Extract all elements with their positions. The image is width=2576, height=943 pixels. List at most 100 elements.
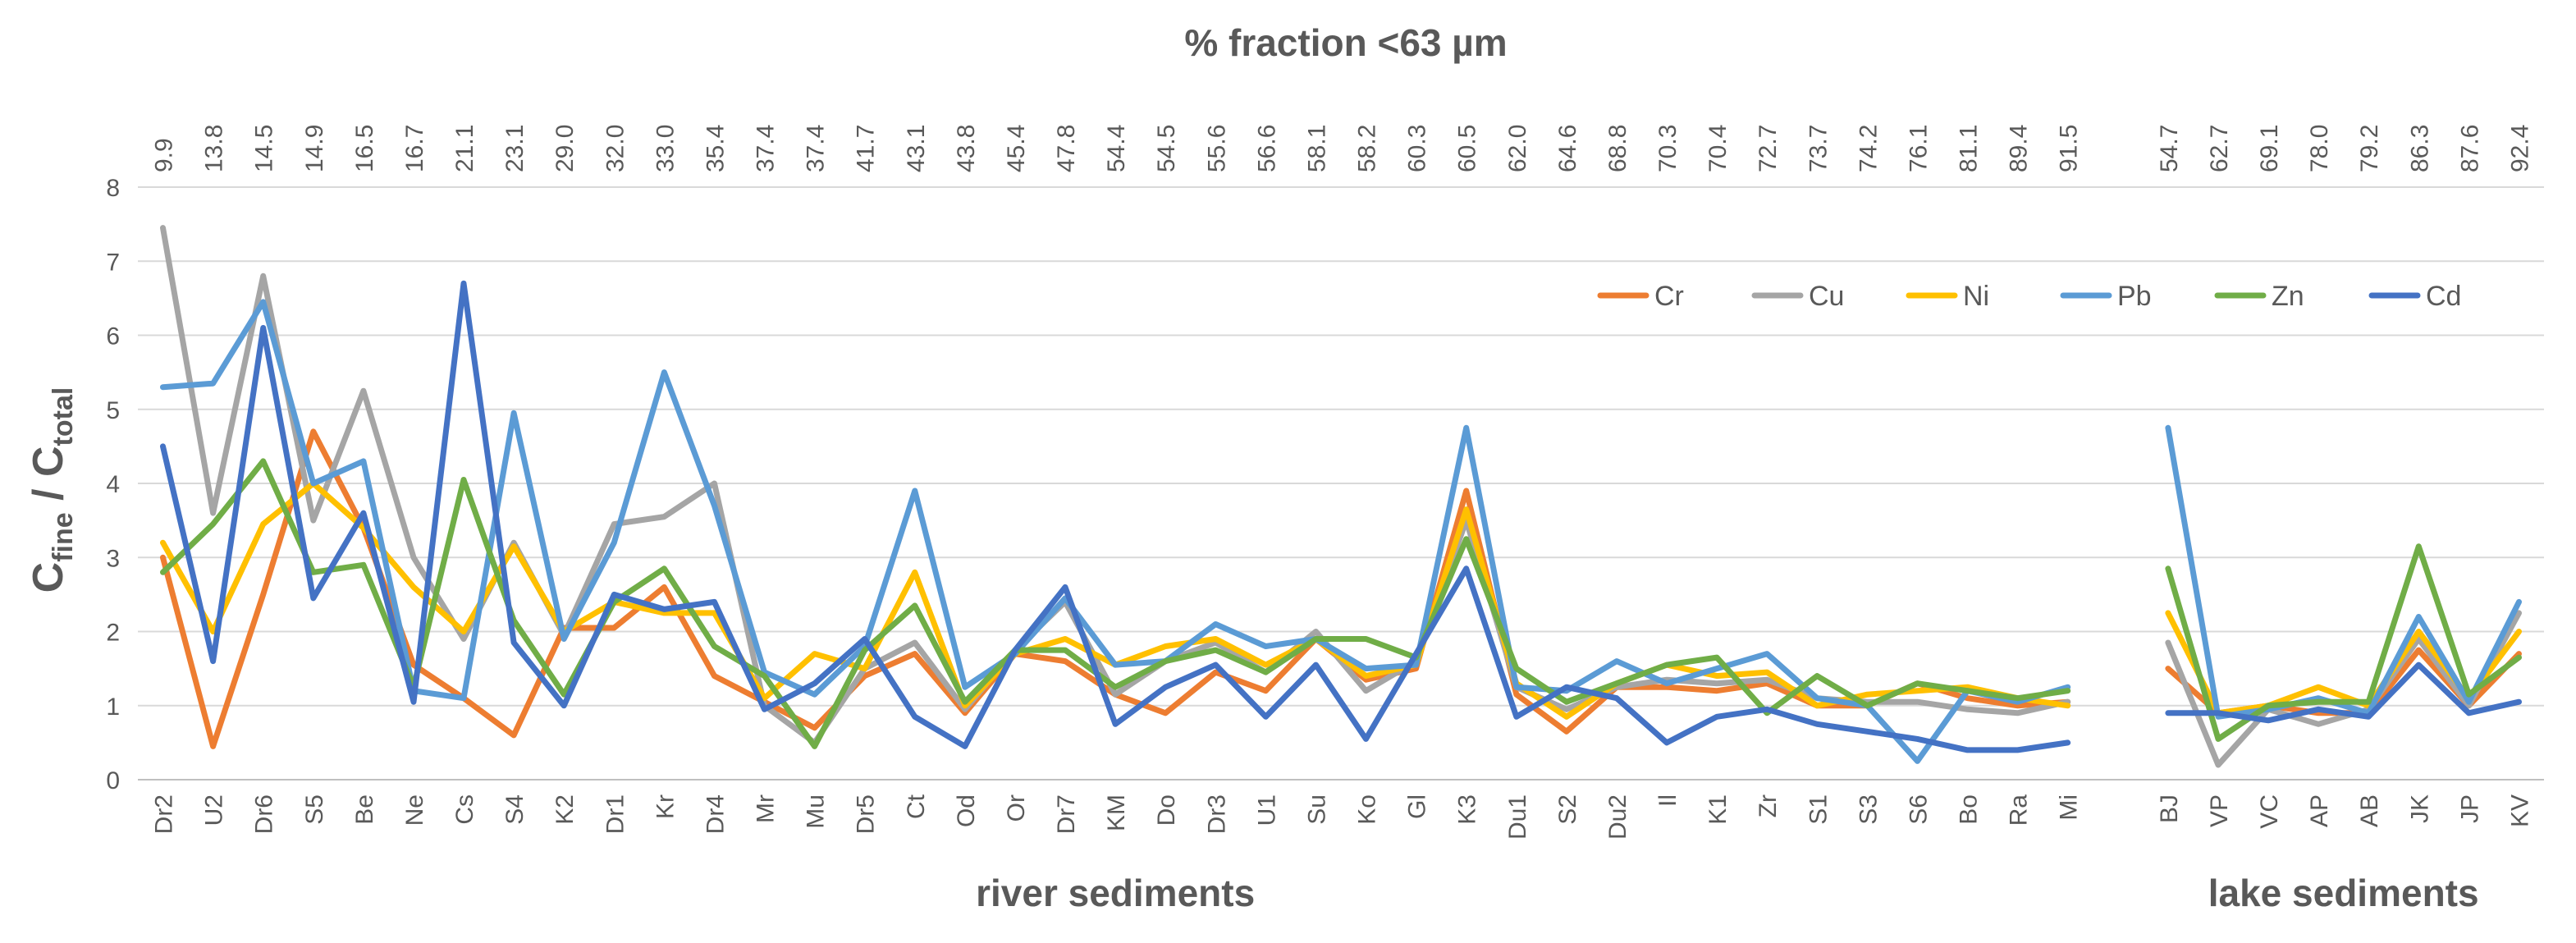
top-axis-ticks: 9.9 13.8 14.5 14.9 16.5 16.7 21.1 23.1 29.0 32.0 3… — [151, 125, 2534, 172]
legend-label-pb: Pb — [2117, 281, 2152, 312]
x-tick-label: S2 — [1554, 794, 1581, 825]
x-tick-label: Gl — [1404, 794, 1431, 819]
top-tick-label: 70.4 — [1704, 125, 1732, 172]
x-tick-label: Mr — [753, 794, 780, 823]
top-tick-label: 62.0 — [1504, 125, 1531, 172]
top-tick-label: 58.2 — [1354, 125, 1381, 172]
x-tick-label: Dr6 — [251, 794, 278, 834]
top-tick-label: 72.7 — [1755, 125, 1782, 172]
series-lines — [160, 225, 2522, 768]
top-tick-label: 21.1 — [451, 125, 478, 172]
y-axis-title-sub-fine: fine — [48, 512, 79, 561]
series-line-cd — [160, 280, 2522, 753]
y-tick-label: 2 — [106, 620, 120, 647]
top-tick-label: 91.5 — [2056, 125, 2083, 172]
top-tick-label: 60.5 — [1454, 125, 1481, 172]
x-tick-label: Bo — [1956, 794, 1983, 825]
x-tick-label: Zr — [1755, 794, 1782, 817]
top-tick-label: 9.9 — [151, 138, 178, 172]
x-tick-label: BJ — [2156, 794, 2183, 823]
x-tick-label: S4 — [501, 794, 528, 825]
top-tick-label: 79.2 — [2356, 125, 2383, 172]
group-label: lake sediments — [2208, 872, 2479, 914]
series-line-pb — [160, 299, 2522, 764]
series-line-zn — [160, 458, 2522, 749]
series-line-cu — [160, 225, 2522, 768]
top-tick-label: 69.1 — [2256, 125, 2283, 172]
top-tick-label: 62.7 — [2206, 125, 2233, 172]
y-axis-title-sep: / C — [25, 446, 72, 512]
x-tick-label: Dr7 — [1053, 794, 1080, 834]
top-tick-label: 78.0 — [2306, 125, 2333, 172]
x-tick-label: Su — [1303, 794, 1330, 825]
top-tick-label: 56.6 — [1253, 125, 1280, 172]
legend-label-cd: Cd — [2426, 281, 2461, 312]
top-tick-label: 14.5 — [251, 125, 278, 172]
legend-label-cu: Cu — [1809, 281, 1844, 312]
top-tick-label: 55.6 — [1203, 125, 1230, 172]
x-tick-label: VP — [2206, 794, 2233, 827]
top-tick-label: 16.5 — [351, 125, 378, 172]
x-tick-label: S6 — [1905, 794, 1932, 825]
top-tick-label: 54.7 — [2156, 125, 2183, 172]
x-tick-label: Mu — [803, 794, 830, 829]
group-label: river sediments — [976, 872, 1255, 914]
legend: Cr Cu Ni Pb Zn Cd — [1597, 281, 2461, 312]
x-tick-label: JK — [2406, 794, 2433, 823]
x-tick-label: Du2 — [1604, 794, 1631, 840]
legend-label-ni: Ni — [1963, 281, 1989, 312]
y-axis-title-sub-total: total — [48, 387, 79, 446]
x-tick-label: Dr5 — [853, 794, 880, 834]
top-tick-label: 23.1 — [501, 125, 528, 172]
y-tick-label: 7 — [106, 249, 120, 276]
top-tick-label: 37.4 — [803, 125, 830, 172]
x-tick-label: KM — [1103, 794, 1130, 831]
y-tick-label: 5 — [106, 397, 120, 424]
top-tick-label: 73.7 — [1805, 125, 1832, 172]
x-tick-label: Ct — [903, 794, 930, 819]
x-tick-label: Or — [1003, 794, 1030, 822]
chart-title: % fraction <63 µm — [1184, 21, 1507, 64]
top-tick-label: 32.0 — [602, 125, 629, 172]
top-tick-label: 35.4 — [702, 125, 729, 172]
x-tick-label: Ne — [401, 794, 428, 826]
legend-label-zn: Zn — [2272, 281, 2304, 312]
y-tick-label: 0 — [106, 767, 120, 794]
x-tick-label: KV — [2506, 794, 2533, 827]
top-tick-label: 14.9 — [301, 125, 328, 172]
top-tick-label: 87.6 — [2456, 125, 2483, 172]
y-tick-label: 1 — [106, 694, 120, 721]
x-tick-label: Du1 — [1504, 794, 1531, 840]
y-axis-title: Cfine / Ctotal — [25, 387, 79, 593]
x-tick-label: AP — [2306, 794, 2333, 827]
top-tick-label: 29.0 — [551, 125, 579, 172]
top-tick-label: 41.7 — [853, 125, 880, 172]
x-tick-label: Be — [351, 794, 378, 825]
top-tick-label: 92.4 — [2506, 125, 2533, 172]
top-tick-label: 58.1 — [1303, 125, 1330, 172]
x-tick-label: AB — [2356, 794, 2383, 827]
x-tick-label: Dr3 — [1203, 794, 1230, 834]
x-tick-label: Dr2 — [151, 794, 178, 834]
x-tick-label: Od — [953, 794, 980, 827]
top-tick-label: 60.3 — [1404, 125, 1431, 172]
top-tick-label: 37.4 — [753, 125, 780, 172]
x-tick-label: S5 — [301, 794, 328, 825]
x-tick-label: K1 — [1704, 794, 1732, 825]
x-tick-label: JP — [2456, 794, 2483, 823]
top-tick-label: 74.2 — [1855, 125, 1882, 172]
top-tick-label: 47.8 — [1053, 125, 1080, 172]
top-tick-label: 45.4 — [1003, 125, 1030, 172]
x-axis-ticks: Dr2 U2 Dr6 S5 Be Ne Cs S4 K2 Dr1 Kr Dr4 Mr Mu Dr5 Ct Od O… — [151, 794, 2534, 840]
x-tick-label: S1 — [1805, 794, 1832, 825]
top-tick-label: 54.4 — [1103, 125, 1130, 172]
gridlines — [138, 186, 2544, 780]
top-tick-label: 33.0 — [652, 125, 679, 172]
x-tick-label: Kr — [652, 794, 679, 819]
x-tick-label: K3 — [1454, 794, 1481, 825]
legend-label-cr: Cr — [1654, 281, 1684, 312]
top-tick-label: 43.8 — [953, 125, 980, 172]
x-tick-label: Ra — [2006, 794, 2033, 826]
x-tick-label: U1 — [1253, 794, 1280, 826]
